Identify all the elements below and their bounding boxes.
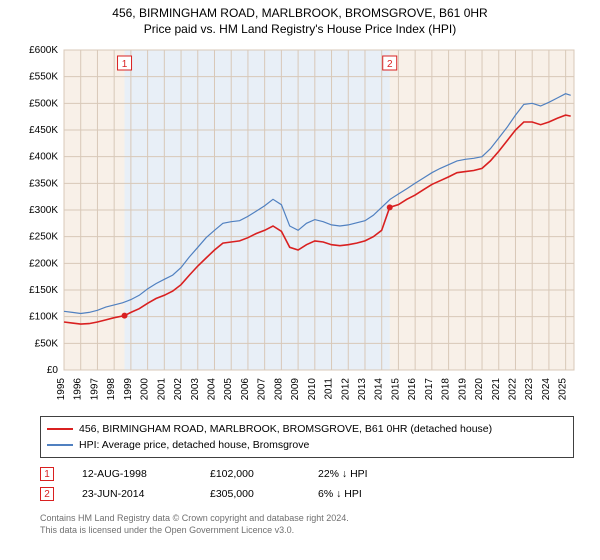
x-tick-label: 2012: [340, 378, 351, 401]
sale-row-1: 1 12-AUG-1998 £102,000 22% ↓ HPI: [40, 464, 574, 484]
x-tick-label: 2020: [474, 378, 485, 401]
x-tick-label: 2022: [507, 378, 518, 401]
x-tick-label: 2008: [273, 378, 284, 401]
sale-dot-1: [122, 313, 128, 319]
y-tick-label: £0: [47, 365, 59, 376]
y-tick-label: £450K: [29, 125, 58, 136]
sale-row-2: 2 23-JUN-2014 £305,000 6% ↓ HPI: [40, 484, 574, 504]
y-tick-label: £200K: [29, 258, 58, 269]
y-tick-label: £350K: [29, 178, 58, 189]
x-tick-label: 2005: [223, 378, 234, 401]
sale-price-2: £305,000: [210, 488, 290, 500]
x-tick-label: 2017: [424, 378, 435, 401]
x-tick-label: 2006: [240, 378, 251, 401]
x-tick-label: 2013: [357, 378, 368, 401]
x-tick-label: 2018: [441, 378, 452, 401]
x-tick-label: 2011: [324, 378, 335, 400]
chart-title-address: 456, BIRMINGHAM ROAD, MARLBROOK, BROMSGR…: [0, 6, 600, 20]
y-tick-label: £50K: [35, 338, 59, 349]
legend-swatch-red: [47, 428, 73, 430]
x-tick-label: 2023: [524, 378, 535, 401]
x-tick-label: 2001: [156, 378, 167, 401]
x-tick-label: 2002: [173, 378, 184, 401]
y-tick-label: £250K: [29, 232, 58, 243]
x-tick-label: 2010: [307, 378, 318, 401]
footer-line2: This data is licensed under the Open Gov…: [40, 524, 574, 536]
line-chart: £0 £50K £100K £150K £200K £250K £300K £350K £400…: [20, 40, 580, 410]
y-tick-label: £400K: [29, 152, 58, 163]
y-tick-label: £100K: [29, 312, 58, 323]
y-tick-label: £300K: [29, 205, 58, 216]
footer-attribution: Contains HM Land Registry data © Crown c…: [40, 512, 574, 536]
sales-list: 1 12-AUG-1998 £102,000 22% ↓ HPI 2 23-JU…: [40, 464, 574, 504]
x-tick-label: 2004: [206, 378, 217, 401]
x-tick-label: 1999: [123, 378, 134, 401]
x-tick-label: 2009: [290, 378, 301, 401]
x-tick-label: 1998: [106, 378, 117, 401]
legend-item-hpi: HPI: Average price, detached house, Brom…: [47, 437, 567, 453]
y-tick-label: £150K: [29, 285, 58, 296]
x-tick-label: 2019: [457, 378, 468, 401]
sale-hpi-1: 22% ↓ HPI: [318, 468, 408, 480]
x-tick-label: 2000: [140, 378, 151, 401]
legend-label-property: 456, BIRMINGHAM ROAD, MARLBROOK, BROMSGR…: [79, 423, 492, 435]
x-tick-label: 1995: [56, 378, 67, 401]
sale-marker-1: 1: [40, 467, 54, 481]
x-tick-label: 2021: [491, 378, 502, 401]
chart-title-block: 456, BIRMINGHAM ROAD, MARLBROOK, BROMSGR…: [0, 0, 600, 40]
x-tick-label: 1996: [73, 378, 84, 401]
sale-marker-2: 2: [40, 487, 54, 501]
sale-dot-2: [387, 204, 393, 210]
sale-date-2: 23-JUN-2014: [82, 488, 182, 500]
chart-plot-wrap: £0 £50K £100K £150K £200K £250K £300K £350K £400…: [20, 40, 580, 410]
y-tick-label: £600K: [29, 45, 58, 56]
x-tick-label: 2003: [190, 378, 201, 401]
y-tick-label: £550K: [29, 72, 58, 83]
legend-label-hpi: HPI: Average price, detached house, Brom…: [79, 439, 309, 451]
legend-item-property: 456, BIRMINGHAM ROAD, MARLBROOK, BROMSGR…: [47, 421, 567, 437]
legend-swatch-blue: [47, 444, 73, 446]
legend: 456, BIRMINGHAM ROAD, MARLBROOK, BROMSGR…: [40, 416, 574, 458]
sale-price-1: £102,000: [210, 468, 290, 480]
x-tick-label: 2024: [541, 378, 552, 401]
x-tick-label: 2014: [374, 378, 385, 401]
footer-line1: Contains HM Land Registry data © Crown c…: [40, 512, 574, 524]
sale-marker-num-2: 2: [387, 59, 393, 70]
sale-marker-num-1: 1: [122, 59, 128, 70]
x-tick-label: 1997: [89, 378, 100, 401]
chart-subtitle: Price paid vs. HM Land Registry's House …: [0, 22, 600, 36]
x-tick-label: 2025: [558, 378, 569, 401]
x-tick-label: 2015: [390, 378, 401, 401]
sale-hpi-2: 6% ↓ HPI: [318, 488, 408, 500]
y-tick-label: £500K: [29, 98, 58, 109]
x-tick-label: 2016: [407, 378, 418, 401]
chart-container: 456, BIRMINGHAM ROAD, MARLBROOK, BROMSGR…: [0, 0, 600, 536]
x-tick-label: 2007: [257, 378, 268, 401]
sale-date-1: 12-AUG-1998: [82, 468, 182, 480]
